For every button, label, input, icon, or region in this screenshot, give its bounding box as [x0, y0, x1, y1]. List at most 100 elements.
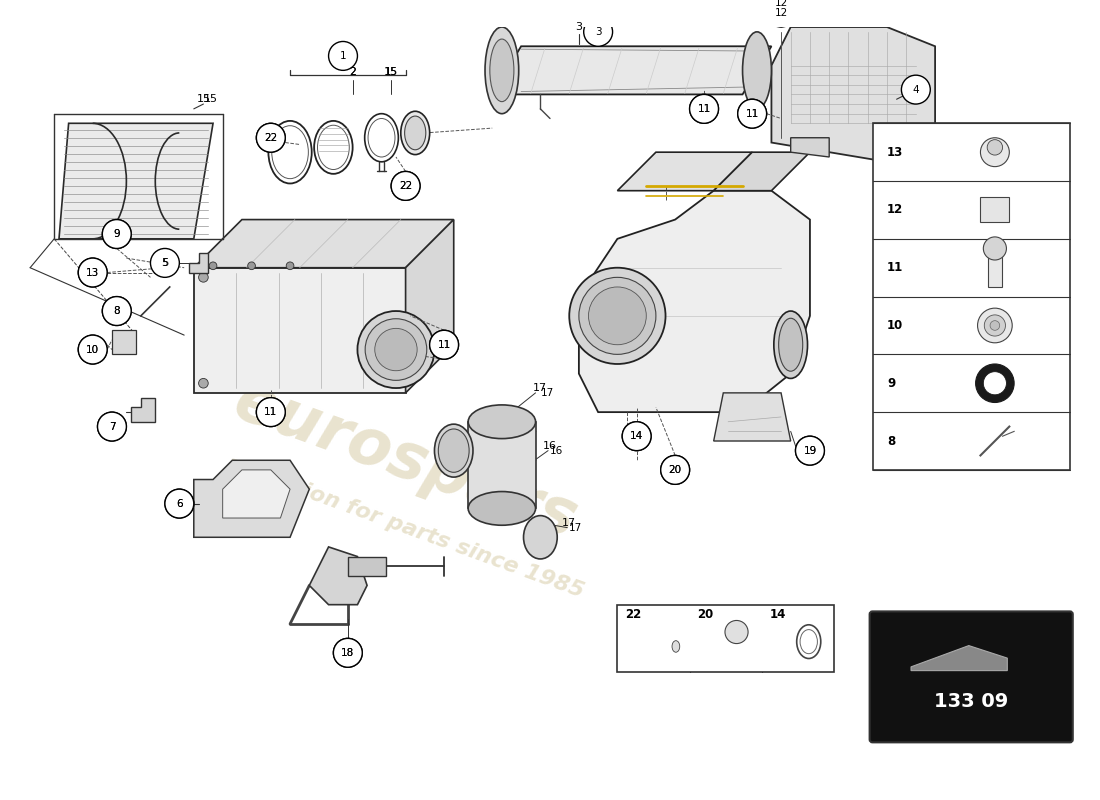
Circle shape [976, 364, 1014, 402]
Ellipse shape [742, 32, 771, 109]
Text: 22: 22 [625, 608, 641, 621]
Text: 133 09: 133 09 [934, 693, 1009, 711]
Circle shape [78, 335, 107, 364]
Polygon shape [714, 152, 810, 190]
Circle shape [256, 398, 285, 426]
Text: 11: 11 [264, 407, 277, 417]
Text: 10: 10 [86, 345, 99, 354]
Text: 3: 3 [575, 22, 582, 32]
Circle shape [795, 436, 824, 465]
Polygon shape [348, 557, 386, 576]
Circle shape [151, 249, 179, 278]
Text: 14: 14 [630, 431, 644, 441]
Ellipse shape [779, 318, 803, 371]
Circle shape [199, 378, 208, 388]
Text: 14: 14 [770, 608, 785, 621]
Text: eurospars: eurospars [226, 370, 585, 551]
Ellipse shape [438, 429, 469, 472]
Ellipse shape [773, 311, 807, 378]
Text: 8: 8 [887, 434, 895, 447]
Text: 15: 15 [384, 67, 398, 77]
Text: 18: 18 [341, 648, 354, 658]
Polygon shape [222, 470, 290, 518]
Polygon shape [309, 547, 367, 605]
Text: 20: 20 [669, 465, 682, 475]
Text: 5: 5 [162, 258, 168, 268]
Circle shape [102, 297, 131, 326]
Circle shape [984, 315, 1005, 336]
Polygon shape [194, 219, 453, 268]
Text: 8: 8 [113, 306, 120, 316]
Circle shape [256, 123, 285, 152]
FancyBboxPatch shape [870, 611, 1072, 742]
Circle shape [990, 321, 1000, 330]
Ellipse shape [485, 27, 519, 114]
Polygon shape [112, 330, 136, 354]
Text: 11: 11 [746, 109, 759, 118]
Circle shape [430, 330, 459, 359]
Bar [872, 123, 1070, 470]
Text: 5: 5 [162, 258, 168, 268]
Ellipse shape [524, 516, 558, 559]
Circle shape [570, 268, 666, 364]
Circle shape [333, 638, 362, 667]
Circle shape [795, 436, 824, 465]
Text: 10: 10 [86, 345, 99, 354]
Ellipse shape [490, 39, 514, 102]
Circle shape [358, 311, 434, 388]
Polygon shape [714, 393, 791, 441]
Circle shape [584, 18, 613, 46]
Circle shape [430, 330, 459, 359]
Circle shape [738, 99, 767, 128]
Circle shape [588, 287, 647, 345]
Text: 2: 2 [350, 67, 356, 77]
Circle shape [286, 262, 294, 270]
Text: 17: 17 [570, 522, 583, 533]
Circle shape [661, 455, 690, 484]
Text: 22: 22 [264, 133, 277, 142]
Circle shape [901, 75, 931, 104]
Ellipse shape [400, 111, 430, 154]
Text: 4: 4 [916, 90, 923, 99]
Text: 10: 10 [887, 319, 903, 332]
Circle shape [661, 455, 690, 484]
Text: 17: 17 [562, 518, 576, 528]
Text: 15: 15 [204, 94, 218, 104]
Text: 2: 2 [349, 67, 356, 77]
Polygon shape [194, 268, 406, 393]
Circle shape [623, 422, 651, 450]
Text: 22: 22 [264, 133, 277, 142]
Text: 16: 16 [550, 446, 563, 456]
Circle shape [767, 0, 795, 27]
Text: 11: 11 [438, 340, 451, 350]
Circle shape [983, 237, 1006, 260]
Circle shape [983, 372, 1006, 394]
Text: 4: 4 [913, 85, 920, 94]
Circle shape [256, 398, 285, 426]
Text: 11: 11 [438, 340, 451, 350]
Text: 9: 9 [887, 377, 895, 390]
Circle shape [209, 262, 217, 270]
Circle shape [78, 258, 107, 287]
Text: 22: 22 [399, 181, 412, 191]
Bar [980, 198, 1010, 222]
Text: 11: 11 [697, 104, 711, 114]
Polygon shape [771, 27, 935, 162]
Text: 7: 7 [109, 422, 116, 431]
Text: 19: 19 [803, 446, 816, 456]
Text: 19: 19 [803, 446, 816, 456]
Text: 16: 16 [543, 441, 557, 450]
Ellipse shape [469, 491, 536, 526]
Circle shape [329, 42, 358, 70]
Circle shape [102, 219, 131, 249]
Circle shape [767, 0, 795, 18]
Text: 12: 12 [774, 0, 788, 8]
Polygon shape [492, 46, 771, 94]
Text: 20: 20 [669, 465, 682, 475]
Circle shape [392, 171, 420, 200]
Polygon shape [131, 398, 155, 422]
Bar [617, 605, 834, 672]
Text: 11: 11 [887, 262, 903, 274]
Bar [469, 422, 536, 508]
Circle shape [333, 638, 362, 667]
